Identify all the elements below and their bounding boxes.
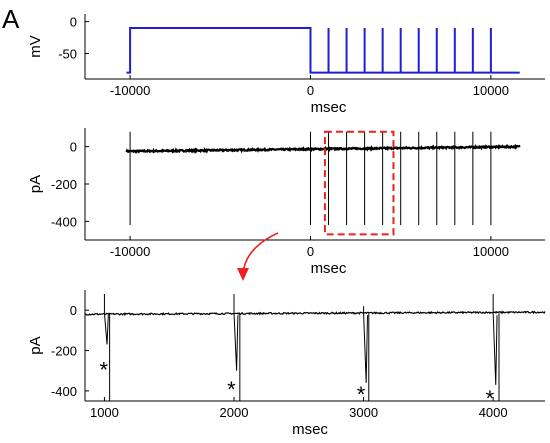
x-axis-label: msec xyxy=(311,99,347,116)
y-tick-label: -200 xyxy=(51,177,77,192)
current-trace-full-chart: 0 -200 -400 -10000 0 10000 msec pA xyxy=(27,128,545,277)
current-trace-zoom-chart: 0 -200 -400 1000 2000 3000 4000 msec pA * * * * xyxy=(27,290,546,438)
y-tick-label: 0 xyxy=(70,303,77,318)
y-tick-label: -400 xyxy=(51,384,77,399)
event-sag xyxy=(363,313,368,383)
x-tick-label: 0 xyxy=(307,83,314,98)
x-tick-label: 10000 xyxy=(473,244,509,259)
protocol-trace xyxy=(126,27,520,74)
highlight-region xyxy=(323,130,395,236)
event-sag xyxy=(233,313,239,371)
event-asterisk: * xyxy=(357,382,366,407)
y-tick-label: -200 xyxy=(51,344,77,359)
x-tick-label: 1000 xyxy=(90,405,119,420)
panel-label: A xyxy=(2,4,20,34)
connector-arrowhead xyxy=(237,268,249,281)
x-axis-label: msec xyxy=(292,421,328,438)
baseline-trace xyxy=(84,310,546,317)
event-sag xyxy=(103,313,109,345)
x-axis-label: msec xyxy=(311,260,347,277)
y-axis-label: mV xyxy=(27,35,44,58)
y-axis-label: pA xyxy=(27,336,44,354)
x-tick-label: -10000 xyxy=(110,244,150,259)
connector-curve xyxy=(242,232,279,275)
baseline-trace xyxy=(125,143,521,155)
event-sag xyxy=(492,313,498,385)
x-tick-label: 4000 xyxy=(479,405,508,420)
event-asterisk: * xyxy=(100,358,109,383)
event-asterisk: * xyxy=(486,386,495,411)
event-asterisk: * xyxy=(227,377,236,402)
x-tick-label: 10000 xyxy=(473,83,509,98)
y-axis-label: pA xyxy=(27,175,44,193)
voltage-protocol-chart: 0 -50 -10000 0 10000 msec mV xyxy=(27,14,545,116)
y-tick-label: -50 xyxy=(58,47,77,62)
x-tick-label: 0 xyxy=(307,244,314,259)
x-tick-label: -10000 xyxy=(110,83,150,98)
x-tick-label: 2000 xyxy=(220,405,249,420)
y-tick-label: 0 xyxy=(70,140,77,155)
y-tick-label: 0 xyxy=(70,15,77,30)
zoom-connector-arrow xyxy=(237,232,279,281)
y-tick-label: -400 xyxy=(51,214,77,229)
x-tick-label: 3000 xyxy=(349,405,378,420)
